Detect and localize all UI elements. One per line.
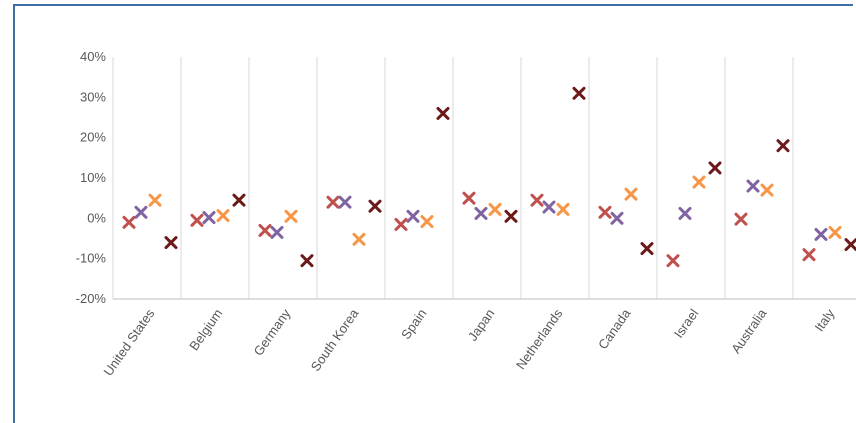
data-point xyxy=(504,209,518,223)
x-axis-labels: United States Belgium Germany South Korea Sp… xyxy=(100,305,837,378)
grid-lines xyxy=(112,57,856,300)
x-category-label: Israel xyxy=(671,306,702,341)
y-tick-label: -10% xyxy=(76,251,107,266)
data-point xyxy=(640,242,654,256)
data-point xyxy=(202,211,216,225)
x-category-label: South Korea xyxy=(308,305,362,373)
data-point xyxy=(284,209,298,223)
x-category-label: Belgium xyxy=(186,306,225,353)
data-point xyxy=(610,211,624,225)
data-point xyxy=(624,187,638,201)
x-category-label: Australia xyxy=(728,305,770,356)
data-point xyxy=(270,225,284,239)
data-point xyxy=(148,193,162,207)
data-point xyxy=(776,139,790,153)
data-point xyxy=(232,193,246,207)
data-point xyxy=(734,212,748,226)
data-point xyxy=(474,206,488,220)
data-point xyxy=(406,209,420,223)
y-tick-label: 30% xyxy=(80,89,106,104)
data-point xyxy=(746,179,760,193)
x-category-label: Germany xyxy=(251,306,294,359)
data-point xyxy=(844,238,856,252)
data-point xyxy=(164,236,178,250)
data-point xyxy=(692,175,706,189)
data-point xyxy=(542,200,556,214)
data-point xyxy=(828,225,842,239)
data-point xyxy=(598,205,612,219)
data-point xyxy=(394,217,408,231)
y-tick-label: 20% xyxy=(80,130,106,145)
y-axis-ticks: -20% -10% 0% 10% 20% 30% 40% xyxy=(76,49,107,306)
data-point xyxy=(708,161,722,175)
data-point xyxy=(814,227,828,241)
x-category-label: United States xyxy=(100,306,157,379)
data-point xyxy=(190,213,204,227)
y-tick-label: 40% xyxy=(80,49,106,64)
x-category-label: Canada xyxy=(595,305,634,352)
data-point xyxy=(368,199,382,213)
data-point xyxy=(530,193,544,207)
data-point xyxy=(122,215,136,229)
data-point xyxy=(556,202,570,216)
data-point xyxy=(216,209,230,223)
data-point xyxy=(338,195,352,209)
data-point xyxy=(134,205,148,219)
x-category-label: Netherlands xyxy=(513,306,566,372)
y-tick-label: 10% xyxy=(80,170,106,185)
x-category-label: Italy xyxy=(811,306,837,335)
chart-frame xyxy=(13,4,853,423)
data-point xyxy=(572,86,586,100)
data-point xyxy=(258,223,272,237)
data-point xyxy=(326,195,340,209)
x-category-label: Japan xyxy=(465,306,498,344)
data-point xyxy=(420,215,434,229)
data-point xyxy=(300,254,314,268)
data-point xyxy=(666,254,680,268)
x-category-label: Spain xyxy=(398,306,429,342)
data-point xyxy=(678,206,692,220)
data-point xyxy=(352,232,366,246)
data-point xyxy=(488,202,502,216)
y-tick-label: 0% xyxy=(87,210,106,225)
data-marks xyxy=(122,86,856,268)
data-point xyxy=(760,183,774,197)
y-tick-label: -20% xyxy=(76,291,107,306)
data-point xyxy=(802,248,816,262)
data-point xyxy=(436,106,450,120)
data-point xyxy=(462,191,476,205)
